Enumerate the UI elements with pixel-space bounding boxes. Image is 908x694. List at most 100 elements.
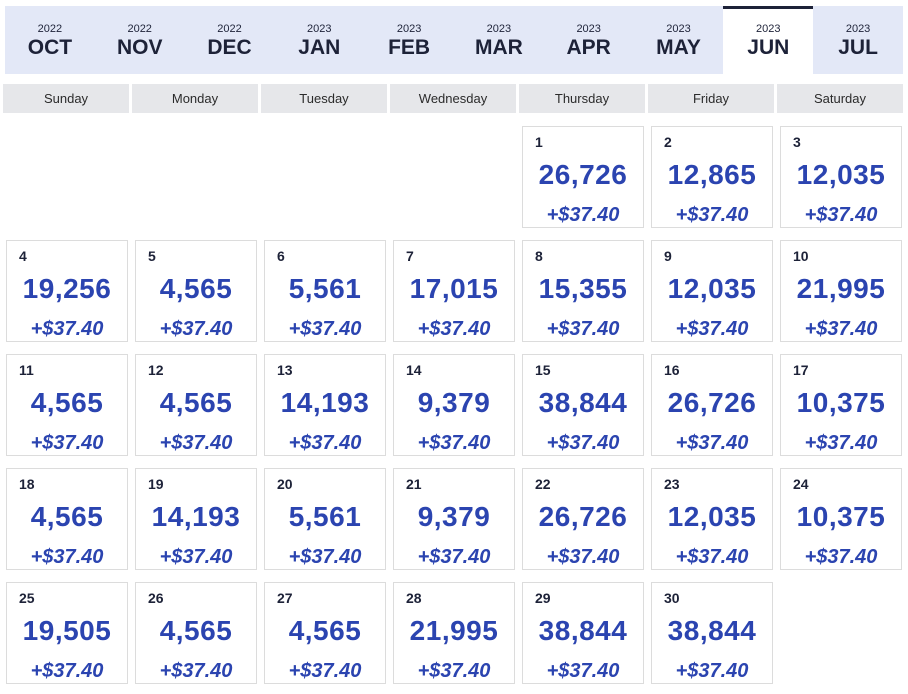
day-price: +$37.40 [30, 660, 104, 682]
month-tab-dec[interactable]: 2022 DEC [185, 6, 275, 74]
day-value: 14,193 [151, 501, 241, 532]
weekday-friday: Friday [648, 84, 774, 113]
day-cell[interactable]: 14 9,379 +$37.40 [393, 354, 515, 456]
day-number: 29 [535, 590, 551, 606]
month-year: 2023 [396, 23, 422, 35]
day-value: 10,375 [796, 387, 886, 418]
day-cell[interactable]: 11 4,565 +$37.40 [6, 354, 128, 456]
day-cell[interactable]: 18 4,565 +$37.40 [6, 468, 128, 570]
day-cell[interactable]: 30 38,844 +$37.40 [651, 582, 773, 684]
day-value: 14,193 [280, 387, 370, 418]
day-value: 10,375 [796, 501, 886, 532]
day-cell[interactable]: 13 14,193 +$37.40 [264, 354, 386, 456]
day-value: 4,565 [288, 615, 362, 646]
day-price: +$37.40 [804, 204, 878, 226]
day-cell[interactable]: 10 21,995 +$37.40 [780, 240, 902, 342]
day-cell[interactable]: 23 12,035 +$37.40 [651, 468, 773, 570]
day-cell[interactable]: 24 10,375 +$37.40 [780, 468, 902, 570]
month-year: 2023 [486, 23, 512, 35]
day-value: 9,379 [417, 501, 491, 532]
day-value: 19,256 [22, 273, 112, 304]
day-cell[interactable]: 16 26,726 +$37.40 [651, 354, 773, 456]
day-cell[interactable]: 26 4,565 +$37.40 [135, 582, 257, 684]
day-cell[interactable]: 20 5,561 +$37.40 [264, 468, 386, 570]
month-tab-oct[interactable]: 2022 OCT [5, 6, 95, 74]
month-name: FEB [388, 36, 431, 59]
day-cell[interactable]: 19 14,193 +$37.40 [135, 468, 257, 570]
day-price: +$37.40 [546, 204, 620, 226]
day-number: 5 [148, 248, 156, 264]
day-number: 16 [664, 362, 680, 378]
day-cell[interactable]: 7 17,015 +$37.40 [393, 240, 515, 342]
day-cell[interactable]: 17 10,375 +$37.40 [780, 354, 902, 456]
day-number: 25 [19, 590, 35, 606]
day-number: 17 [793, 362, 809, 378]
month-tab-apr[interactable]: 2023 APR [544, 6, 634, 74]
day-cell[interactable]: 22 26,726 +$37.40 [522, 468, 644, 570]
day-value: 12,035 [667, 273, 757, 304]
day-value: 4,565 [30, 501, 104, 532]
day-price: +$37.40 [288, 432, 362, 454]
month-tab-feb[interactable]: 2023 FEB [364, 6, 454, 74]
day-price: +$37.40 [288, 546, 362, 568]
month-tab-jul[interactable]: 2023 JUL [813, 6, 903, 74]
day-value: 5,561 [288, 273, 362, 304]
day-number: 23 [664, 476, 680, 492]
day-cell[interactable]: 6 5,561 +$37.40 [264, 240, 386, 342]
day-price: +$37.40 [675, 546, 749, 568]
month-year: 2023 [756, 23, 781, 35]
month-year: 2023 [576, 23, 601, 35]
day-number: 9 [664, 248, 672, 264]
day-price: +$37.40 [417, 546, 491, 568]
day-number: 13 [277, 362, 293, 378]
day-price: +$37.40 [675, 318, 749, 340]
day-cell[interactable]: 27 4,565 +$37.40 [264, 582, 386, 684]
month-tab-may[interactable]: 2023 MAY [634, 6, 724, 74]
month-tab-jan[interactable]: 2023 JAN [274, 6, 364, 74]
day-cell[interactable]: 4 19,256 +$37.40 [6, 240, 128, 342]
weekday-thursday: Thursday [519, 84, 645, 113]
day-number: 26 [148, 590, 164, 606]
day-number: 28 [406, 590, 422, 606]
day-price: +$37.40 [159, 318, 233, 340]
month-name: JAN [298, 36, 341, 59]
day-cell[interactable]: 5 4,565 +$37.40 [135, 240, 257, 342]
day-cell[interactable]: 1 26,726 +$37.40 [522, 126, 644, 228]
day-number: 21 [406, 476, 422, 492]
day-price: +$37.40 [675, 432, 749, 454]
month-selector: 2022 OCT 2022 NOV 2022 DEC 2023 JAN 2023… [5, 6, 903, 74]
day-cell[interactable]: 9 12,035 +$37.40 [651, 240, 773, 342]
day-cell[interactable]: 15 38,844 +$37.40 [522, 354, 644, 456]
day-number: 2 [664, 134, 672, 150]
day-number: 4 [19, 248, 27, 264]
month-tab-mar[interactable]: 2023 MAR [454, 6, 544, 74]
weekday-tuesday: Tuesday [261, 84, 387, 113]
day-cell[interactable]: 29 38,844 +$37.40 [522, 582, 644, 684]
day-cell[interactable]: 21 9,379 +$37.40 [393, 468, 515, 570]
day-cell[interactable]: 8 15,355 +$37.40 [522, 240, 644, 342]
month-name: JUL [838, 36, 878, 59]
day-cell[interactable]: 28 21,995 +$37.40 [393, 582, 515, 684]
day-number: 10 [793, 248, 809, 264]
day-cell[interactable]: 3 12,035 +$37.40 [780, 126, 902, 228]
day-price: +$37.40 [804, 318, 878, 340]
day-cell[interactable]: 2 12,865 +$37.40 [651, 126, 773, 228]
day-number: 7 [406, 248, 414, 264]
day-value: 21,995 [796, 273, 886, 304]
day-price: +$37.40 [30, 432, 104, 454]
day-cell[interactable]: 25 19,505 +$37.40 [6, 582, 128, 684]
day-number: 1 [535, 134, 543, 150]
day-number: 6 [277, 248, 285, 264]
day-price: +$37.40 [546, 546, 620, 568]
month-tab-nov[interactable]: 2022 NOV [95, 6, 185, 74]
day-number: 30 [664, 590, 680, 606]
weekday-saturday: Saturday [777, 84, 903, 113]
day-number: 3 [793, 134, 801, 150]
day-value: 4,565 [30, 387, 104, 418]
day-value: 38,844 [667, 615, 757, 646]
day-price: +$37.40 [417, 318, 491, 340]
day-cell[interactable]: 12 4,565 +$37.40 [135, 354, 257, 456]
month-tab-jun[interactable]: 2023 JUN [723, 6, 814, 74]
day-value: 26,726 [538, 159, 628, 190]
day-number: 22 [535, 476, 551, 492]
